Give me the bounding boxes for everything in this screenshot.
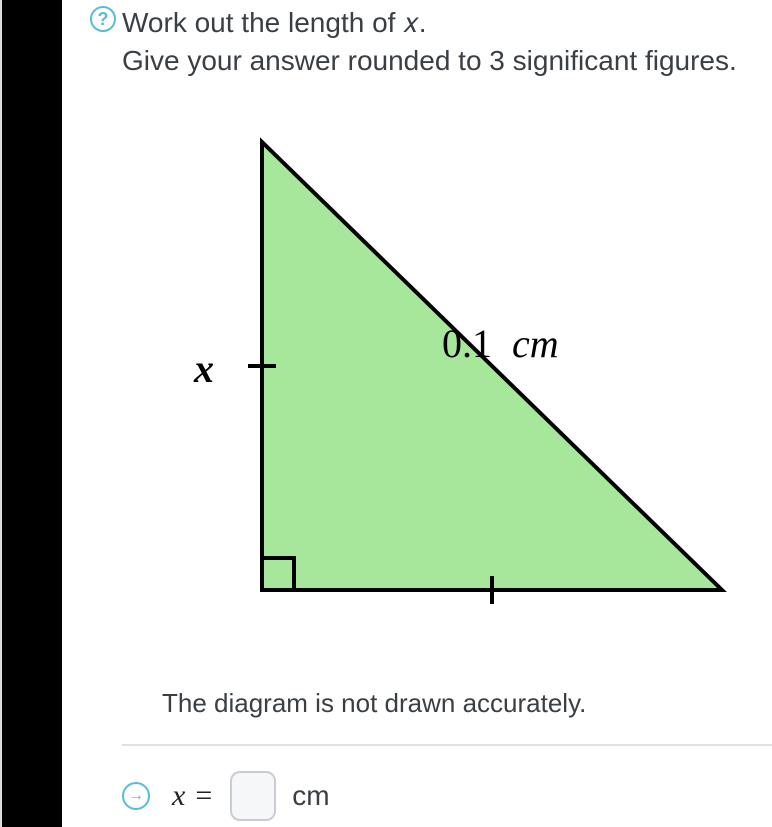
question-prompt: Work out the length of 𝑥. Give your answ… [122, 4, 762, 80]
answer-input[interactable] [230, 771, 276, 821]
hypotenuse-unit-text: cm [512, 321, 559, 366]
answer-variable: x [172, 779, 185, 813]
vertical-side-label: x [194, 345, 214, 392]
answer-row: → x = cm [122, 768, 772, 824]
hypotenuse-unit: cm [502, 321, 559, 366]
section-divider [122, 744, 772, 746]
diagram-footnote: The diagram is not drawn accurately. [162, 688, 586, 719]
prompt-line-2: Give your answer rounded to 3 significan… [122, 45, 737, 76]
answer-equation: x = cm [172, 771, 330, 821]
triangle-svg [122, 130, 742, 650]
answer-unit: cm [292, 780, 329, 812]
arrow-right-icon: → [122, 782, 150, 810]
question-mark-icon: ? [90, 6, 116, 32]
hypotenuse-value: 0.1 [442, 321, 492, 366]
hypotenuse-label: 0.1 cm [442, 320, 559, 367]
page-frame: ? Work out the length of 𝑥. Give your an… [0, 0, 772, 827]
answer-equals: = [195, 779, 212, 813]
triangle-figure: x 0.1 cm [122, 130, 742, 650]
left-black-strip [2, 0, 62, 827]
question-content: ? Work out the length of 𝑥. Give your an… [62, 0, 772, 827]
prompt-line-1: Work out the length of 𝑥. [122, 7, 427, 38]
